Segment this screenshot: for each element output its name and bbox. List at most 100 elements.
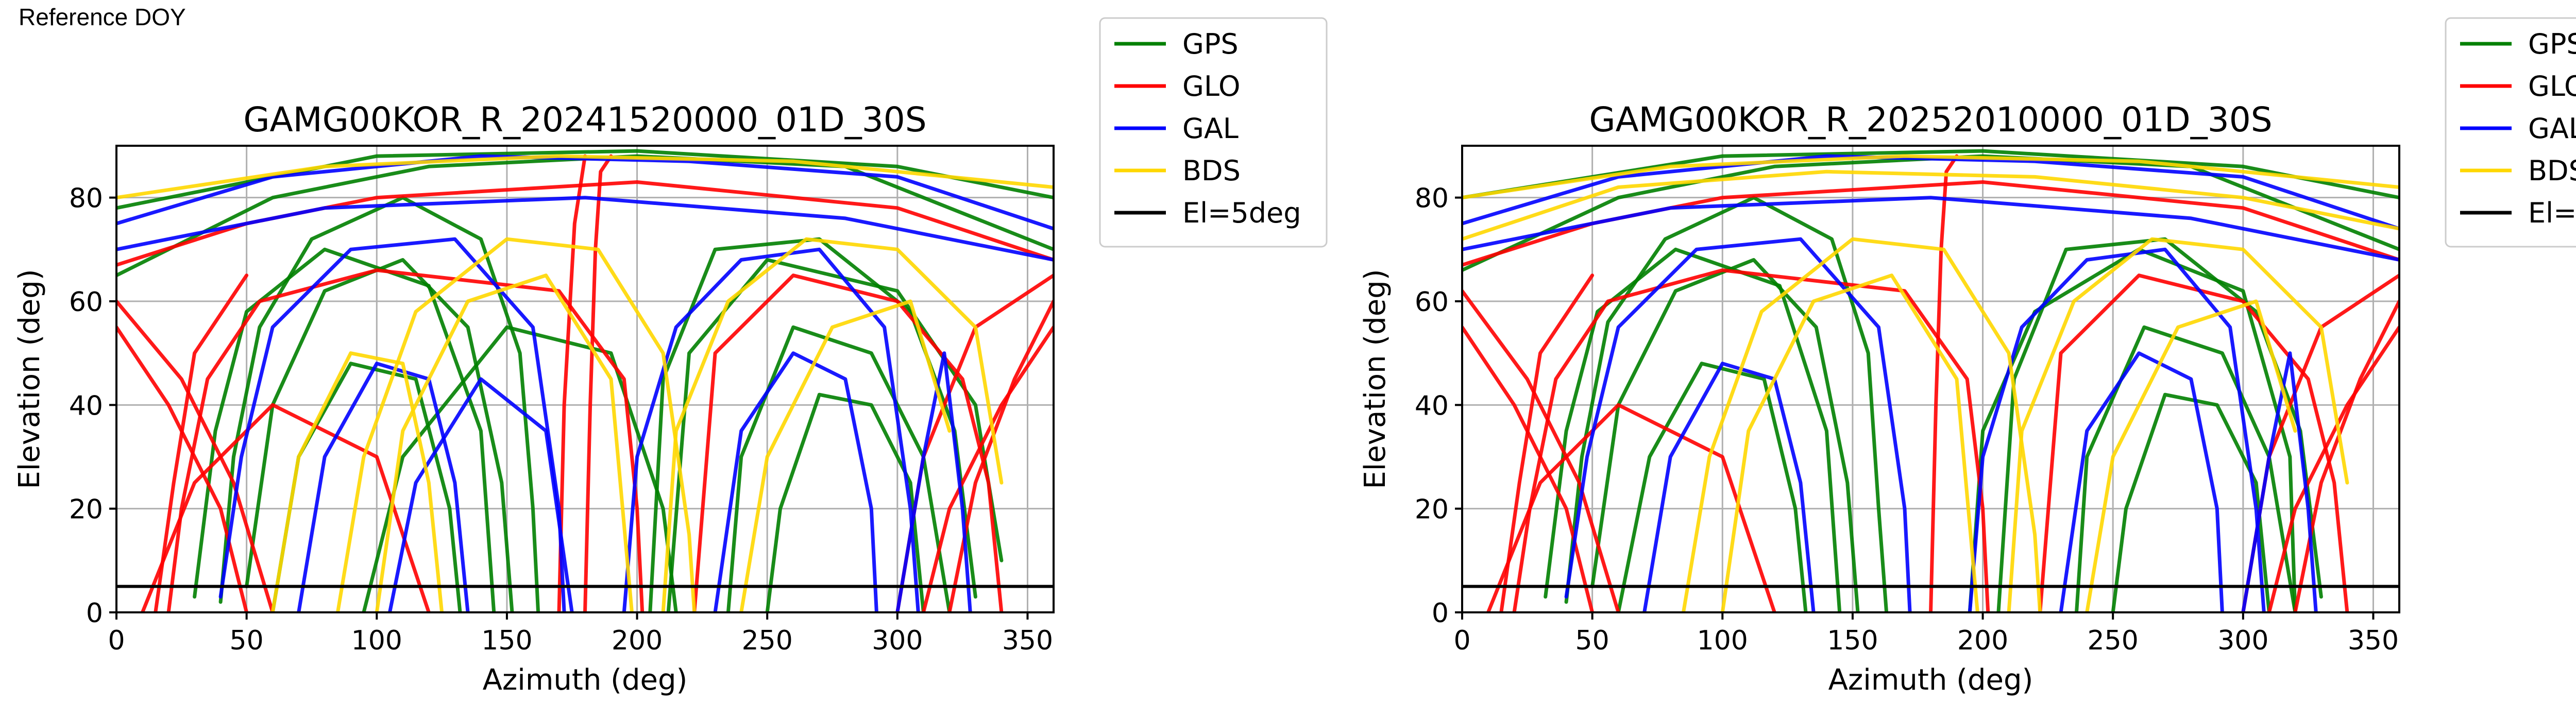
x-tick-label: 200: [1957, 625, 2008, 656]
legend-label-glo: GLO: [2528, 70, 2576, 102]
legend: GPS GLO GAL BDS El=5deg: [2445, 17, 2576, 248]
x-tick-label: 150: [1827, 625, 1878, 656]
legend-box: [2445, 17, 2576, 248]
series-group: [1462, 149, 2399, 612]
series-line-gps: [1462, 154, 2399, 272]
chart-2: 0 50 100 150 200 250 300 350 0 20 40 60 80 Azimuth (d…: [1359, 17, 2576, 697]
x-tick-label: 0: [1453, 625, 1470, 656]
x-axis-label: Azimuth (deg): [483, 663, 688, 697]
series-line-gps: [1544, 247, 1842, 612]
x-tick-label: 350: [1002, 625, 1053, 656]
legend-label-gal: GAL: [2528, 112, 2576, 145]
legend-label-el-5deg: El=5deg: [2528, 197, 2576, 229]
legend: GPS GLO GAL BDS El=5deg: [1099, 17, 1328, 248]
y-tick-label: 40: [1415, 390, 1449, 421]
x-tick-label: 150: [481, 625, 532, 656]
series-line-gal: [1968, 247, 2266, 612]
series-line-gps: [1564, 196, 1889, 612]
y-tick-label: 80: [1415, 183, 1449, 214]
series-line-glo: [1462, 180, 2399, 267]
series-line-glo: [1486, 403, 1776, 612]
y-tick-label: 40: [69, 390, 103, 421]
series-line-glo: [1512, 268, 1990, 612]
series-line-bds: [375, 273, 634, 612]
x-tick-label: 300: [2217, 625, 2268, 656]
page-label: Reference DOY: [19, 4, 186, 30]
series-line-gal: [2059, 351, 2224, 612]
series-line-bds: [336, 237, 697, 612]
series-line-bds: [739, 299, 952, 612]
series-line-glo: [154, 273, 249, 612]
series-line-gal: [622, 247, 920, 612]
y-tick-label: 20: [1415, 494, 1449, 525]
series-group: [116, 149, 1054, 612]
series-line-bds: [1720, 273, 1979, 612]
series-line-bds: [2085, 299, 2297, 612]
legend-label-gps: GPS: [2528, 28, 2576, 60]
x-tick-label: 350: [2348, 625, 2399, 656]
legend-label-bds: BDS: [2528, 155, 2576, 187]
series-line-glo: [2038, 273, 2349, 612]
series-line-bds: [116, 154, 1054, 200]
x-tick-label: 250: [2088, 625, 2139, 656]
series-line-glo: [166, 268, 645, 612]
plot-frame: [115, 145, 1055, 613]
series-line-glo: [921, 325, 1054, 612]
series-line-bds: [2007, 237, 2349, 612]
y-axis-label: Elevation (deg): [13, 269, 46, 489]
series-line-glo: [141, 403, 431, 612]
y-tick-label: 80: [69, 183, 103, 214]
series-line-gal: [895, 351, 972, 612]
x-tick-label: 100: [1697, 625, 1748, 656]
legend-label-bds: BDS: [1182, 155, 1241, 187]
legend-label-gps: GPS: [1182, 28, 1239, 60]
y-tick-label: 0: [1432, 598, 1449, 629]
series-line-gal: [116, 154, 1054, 231]
series-line-glo: [1462, 325, 1595, 612]
series-line-glo: [692, 273, 1004, 612]
series-line-gps: [193, 247, 496, 612]
plot-frame: [1461, 145, 2400, 613]
series-line-glo: [1499, 273, 1595, 612]
series-line-bds: [661, 237, 1004, 612]
series-line-bds: [1462, 154, 2399, 200]
legend-label-gal: GAL: [1182, 112, 1239, 145]
x-tick-label: 200: [612, 625, 663, 656]
x-tick-label: 300: [872, 625, 923, 656]
series-line-glo: [116, 180, 1054, 267]
series-line-gal: [116, 196, 1054, 262]
series-line-gal: [2241, 351, 2318, 612]
y-tick-label: 60: [1415, 287, 1449, 318]
series-line-gal: [1462, 154, 2399, 231]
series-line-glo: [116, 299, 275, 612]
x-axis-label: Azimuth (deg): [1828, 663, 2033, 697]
series-line-gal: [218, 237, 566, 612]
y-tick-label: 20: [69, 494, 103, 525]
series-line-gal: [388, 377, 574, 612]
series-line-gal: [1462, 196, 2399, 262]
x-tick-label: 50: [1575, 625, 1609, 656]
series-line-bds: [1682, 237, 2042, 612]
y-tick-label: 0: [86, 598, 103, 629]
series-line-gps: [1616, 362, 1808, 612]
y-tick-label: 60: [69, 287, 103, 318]
x-tick-label: 100: [351, 625, 402, 656]
y-axis-label: Elevation (deg): [1359, 269, 1392, 489]
chart-1: 0 50 100 150 200 250 300 350 0 20 40 60 80 Azimuth (d…: [13, 17, 1328, 697]
series-line-bds: [270, 351, 444, 612]
legend-label-el-5deg: El=5deg: [1182, 197, 1301, 229]
series-line-gal: [1564, 237, 1912, 612]
chart-title: GAMG00KOR_R_20241520000_01D_30S: [243, 100, 926, 140]
chart-title: GAMG00KOR_R_20252010000_01D_30S: [1589, 100, 2272, 140]
legend-box: [1099, 17, 1328, 248]
series-line-gps: [2075, 325, 2297, 612]
x-tick-label: 0: [108, 625, 125, 656]
series-line-bds: [1462, 169, 2399, 241]
series-line-gps: [765, 392, 925, 612]
x-tick-label: 50: [230, 625, 264, 656]
series-line-gal: [713, 351, 878, 612]
series-line-gal: [1642, 362, 1816, 612]
series-line-gps: [666, 258, 1004, 612]
series-line-gps: [726, 325, 952, 612]
